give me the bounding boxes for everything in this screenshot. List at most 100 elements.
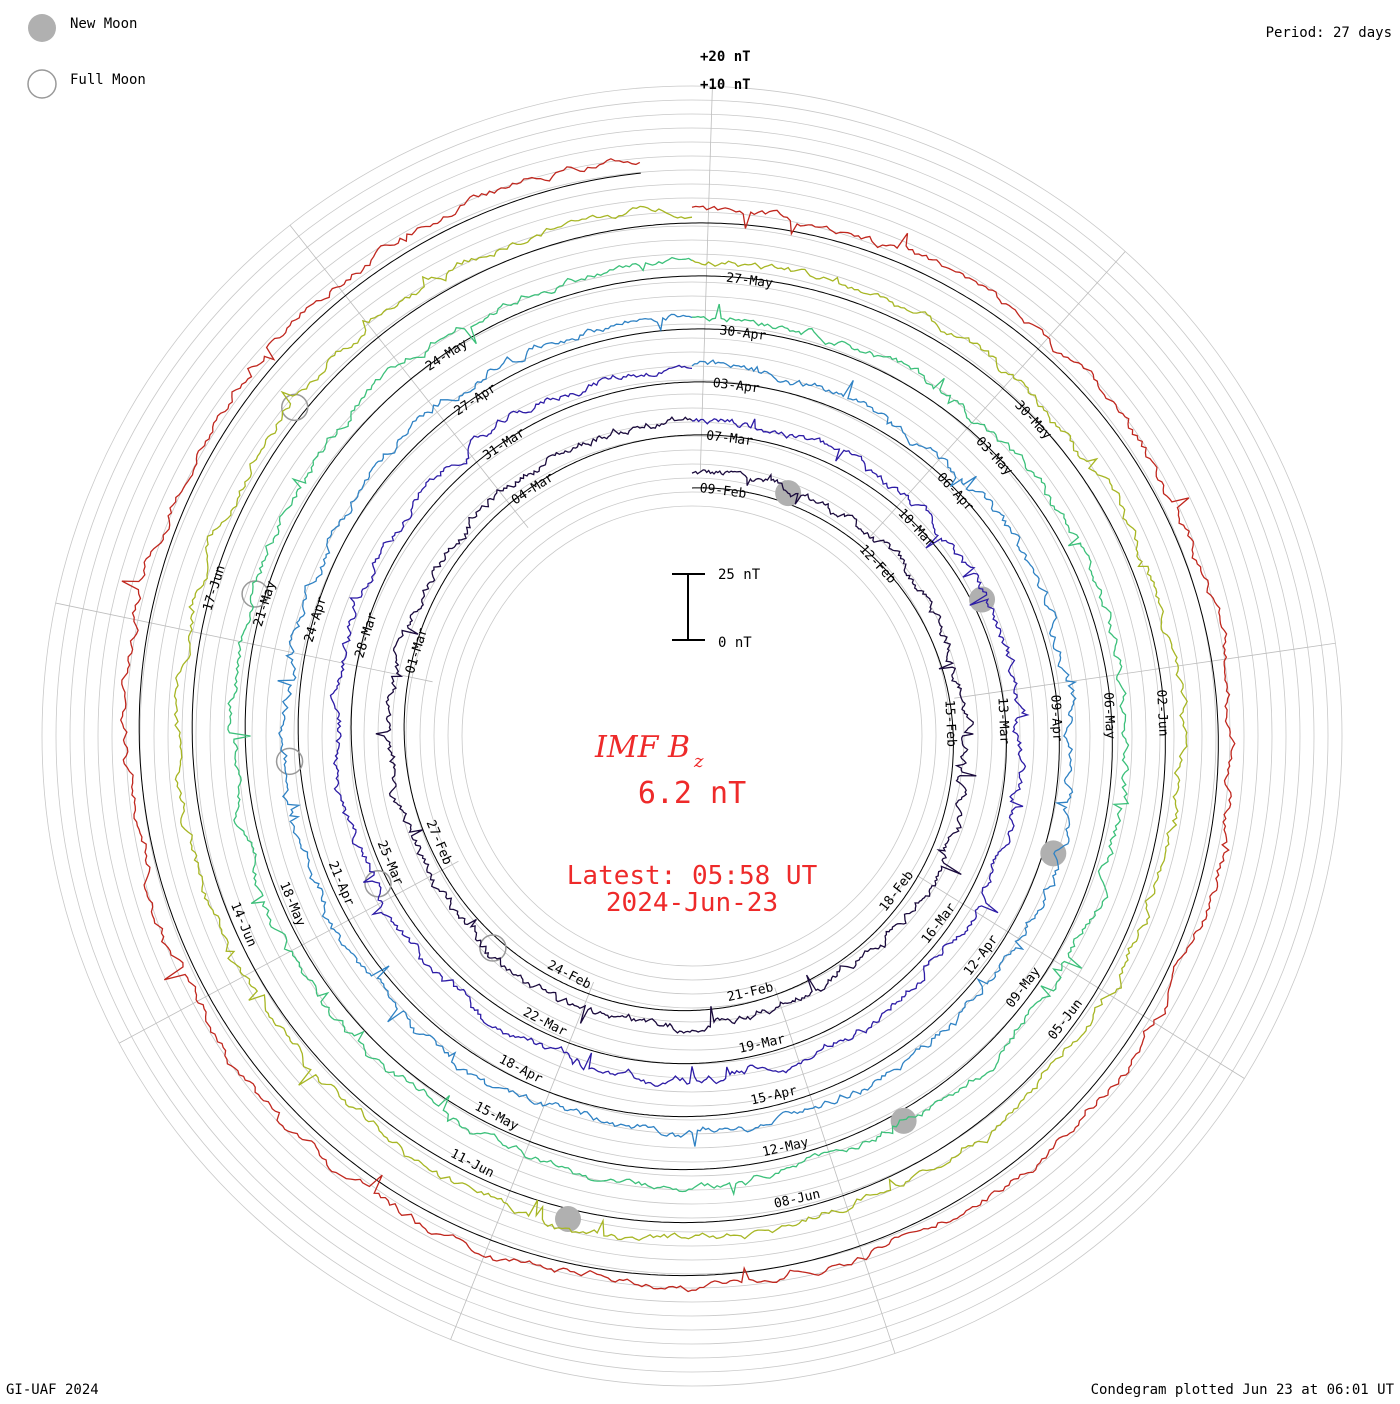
date-label: 11-Jun bbox=[448, 1146, 497, 1181]
new-moon-marker bbox=[554, 1205, 581, 1232]
date-label: 10-Mar bbox=[895, 506, 938, 551]
date-label: 02-Jun bbox=[1153, 689, 1170, 737]
date-label: 15-Apr bbox=[749, 1083, 798, 1108]
date-label: 01-Mar bbox=[403, 626, 431, 675]
full-moon-legend-label: Full Moon bbox=[70, 72, 146, 88]
grid-ring bbox=[209, 253, 1175, 1219]
bz-turn-series bbox=[227, 256, 1130, 1197]
scale-top-label: 25 nT bbox=[718, 567, 761, 583]
date-label: 27-May bbox=[725, 271, 774, 292]
date-label: 25-Mar bbox=[374, 838, 406, 887]
full-moon-marker bbox=[479, 934, 507, 962]
date-label: 12-May bbox=[761, 1135, 810, 1160]
grid-ring bbox=[391, 435, 993, 1037]
current-value: 6.2 nT bbox=[638, 776, 746, 811]
zero-baseline bbox=[350, 381, 1007, 1065]
date-label: 14-Jun bbox=[227, 900, 259, 949]
date-label: 06-May bbox=[1100, 692, 1117, 740]
day-spoke bbox=[699, 86, 713, 472]
footer-plot-time: Condegram plotted Jun 23 at 06:01 UT bbox=[1091, 1382, 1395, 1398]
chart-title: IMF B bbox=[594, 730, 690, 765]
new-moon-marker bbox=[890, 1107, 917, 1134]
day-spoke bbox=[450, 981, 594, 1340]
zero-baseline bbox=[191, 222, 1166, 1224]
date-label: 09-Apr bbox=[1047, 694, 1064, 742]
new-moon-legend-label: New Moon bbox=[70, 16, 137, 32]
date-label: 09-Feb bbox=[699, 481, 748, 502]
bz-turn-series bbox=[277, 313, 1078, 1147]
date-label: 21-May bbox=[251, 579, 279, 628]
day-spoke bbox=[774, 987, 896, 1354]
ring-offset-label: +20 nT bbox=[700, 49, 751, 65]
new-moon-marker bbox=[969, 586, 996, 613]
date-label: 15-Feb bbox=[941, 700, 958, 748]
bz-series bbox=[119, 158, 1236, 1293]
day-spokes bbox=[55, 86, 1336, 1354]
grid-ring bbox=[41, 85, 1343, 1387]
date-label: 18-May bbox=[276, 880, 308, 929]
period-label: Period: 27 days bbox=[1266, 25, 1392, 41]
latest-date: 2024-Jun-23 bbox=[606, 888, 778, 918]
grid-ring bbox=[139, 183, 1245, 1289]
grid-ring bbox=[125, 169, 1259, 1303]
zero-baseline bbox=[403, 434, 954, 1012]
footer-credit: GI-UAF 2024 bbox=[6, 1382, 99, 1398]
date-label: 03-May bbox=[972, 434, 1015, 479]
date-label: 12-Feb bbox=[856, 542, 899, 587]
full-moon-legend-icon bbox=[27, 69, 57, 99]
bz-turn-series bbox=[375, 416, 977, 1034]
grid-ring bbox=[251, 295, 1133, 1177]
grid-ring bbox=[55, 99, 1329, 1373]
grid-ring bbox=[461, 505, 923, 967]
grid-ring bbox=[167, 211, 1217, 1261]
grid-ring bbox=[335, 379, 1049, 1093]
bz-turn-series bbox=[329, 364, 1030, 1087]
date-label: 15-May bbox=[472, 1099, 521, 1134]
zero-baseline bbox=[244, 275, 1113, 1171]
grid-ring bbox=[195, 239, 1189, 1233]
bz-turn-series bbox=[173, 205, 1188, 1242]
zero-baseline bbox=[138, 172, 1219, 1277]
day-spoke bbox=[917, 875, 1245, 1079]
date-label: 22-Mar bbox=[520, 1005, 569, 1040]
grid-ring bbox=[419, 463, 965, 1009]
new-moon-legend-icon bbox=[28, 14, 56, 42]
moon-markers bbox=[241, 393, 1067, 1232]
date-label: 17-Jun bbox=[200, 564, 228, 613]
day-spoke bbox=[289, 224, 529, 528]
full-moon-marker bbox=[275, 747, 304, 776]
grid-ring bbox=[181, 225, 1203, 1247]
full-moon-marker bbox=[364, 870, 392, 898]
grid-ring bbox=[111, 155, 1273, 1317]
day-spoke bbox=[954, 642, 1336, 699]
chart-title-subscript: z bbox=[693, 751, 704, 772]
zero-baseline bbox=[297, 328, 1060, 1118]
grid-ring bbox=[321, 365, 1063, 1107]
date-label: 19-Mar bbox=[737, 1032, 786, 1057]
grid-ring bbox=[237, 281, 1147, 1191]
grid-ring bbox=[265, 309, 1119, 1163]
zero-baselines bbox=[138, 172, 1219, 1277]
grid-ring bbox=[405, 449, 979, 1023]
day-spoke bbox=[868, 251, 1126, 539]
date-label: 30-Apr bbox=[719, 323, 768, 344]
grid-ring bbox=[447, 491, 937, 981]
date-label: 03-Apr bbox=[712, 376, 761, 397]
grid-ring bbox=[83, 127, 1301, 1345]
grid-ring bbox=[349, 393, 1035, 1079]
date-label: 18-Apr bbox=[496, 1052, 545, 1087]
polar-grid bbox=[41, 85, 1343, 1387]
grid-ring bbox=[97, 141, 1287, 1331]
day-spoke bbox=[118, 860, 459, 1044]
grid-ring bbox=[307, 351, 1077, 1121]
grid-ring bbox=[223, 267, 1161, 1205]
day-spoke bbox=[55, 602, 433, 683]
full-moon-marker bbox=[280, 393, 309, 422]
scale-bottom-label: 0 nT bbox=[718, 635, 752, 651]
latest-time: Latest: 05:58 UT bbox=[567, 861, 818, 891]
ring-offset-label: +10 nT bbox=[700, 77, 751, 93]
date-label: 07-Mar bbox=[705, 428, 754, 449]
grid-ring bbox=[69, 113, 1315, 1359]
